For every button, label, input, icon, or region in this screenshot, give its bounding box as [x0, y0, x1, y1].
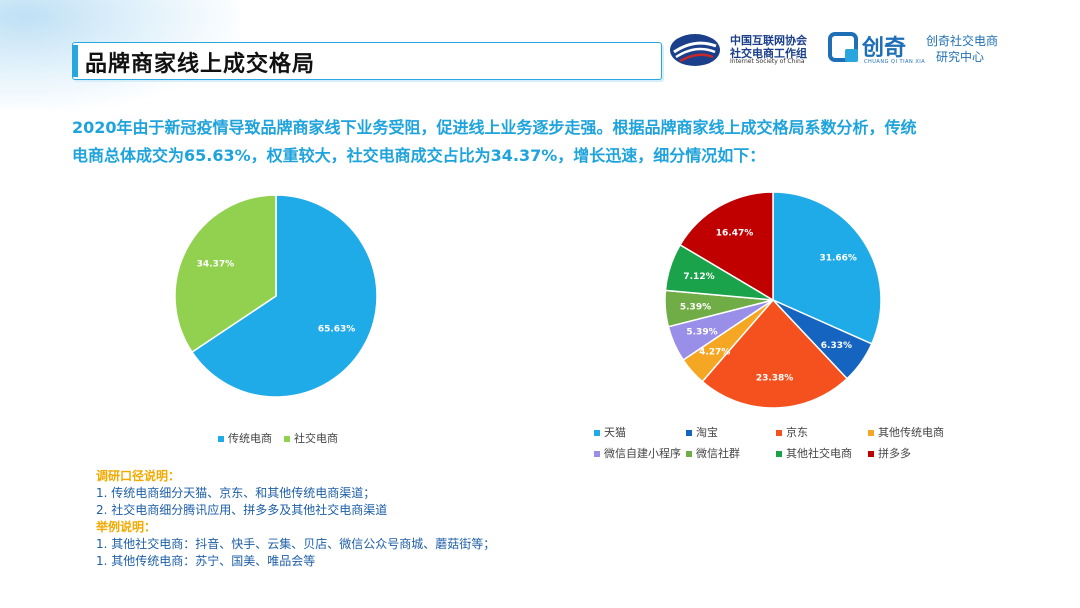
pie1-legend-label-0: 传统电商 — [228, 431, 272, 445]
logo1-line1: 中国互联网协会 — [730, 34, 807, 47]
example-item-2: 1. 其他传统电商：苏宁、国美、唯品会等 — [96, 554, 316, 568]
pie2-legend-swatch-7 — [868, 451, 874, 457]
chuangqi-emblem-icon — [828, 32, 858, 62]
pie2-legend-label-0: 天猫 — [604, 426, 626, 439]
pie2-legend-label-1: 淘宝 — [696, 425, 718, 439]
pie2-legend-label-6: 其他社交电商 — [786, 446, 852, 460]
survey-item-2: 2. 社交电商细分腾讯应用、拼多多及其他社交电商渠道 — [96, 503, 388, 517]
pie2-data-label-4: 5.39% — [686, 328, 717, 338]
notes-section: 调研口径说明： 1. 传统电商细分天猫、京东、和其他传统电商渠道； 2. 社交电… — [96, 468, 495, 570]
survey-heading: 调研口径说明： — [96, 469, 181, 483]
pie2-data-label-6: 7.12% — [683, 272, 714, 282]
pie1-data-label-0: 65.63% — [318, 324, 356, 334]
survey-item-1: 1. 传统电商细分天猫、京东、和其他传统电商渠道； — [96, 486, 376, 500]
logo2-caption-line2: 研究中心 — [936, 50, 985, 64]
chuangqi-logo: 创奇 CHUANG QI TIAN XIA 创奇社交电商 研究中心 — [828, 30, 1008, 70]
pie2-legend-swatch-2 — [776, 430, 782, 436]
pie1-slice-0 — [190, 194, 378, 398]
internet-society-emblem-icon — [670, 34, 720, 66]
pie2-data-label-1: 6.33% — [821, 341, 852, 351]
intro-line1: 2020年由于新冠疫情导致品牌商家线下业务受阻，促进线上业务逐步走强。根据品牌商… — [72, 118, 917, 137]
pie2-slice-0 — [772, 191, 882, 345]
pie1-legend-swatch-1 — [284, 436, 290, 442]
intro-paragraph: 2020年由于新冠疫情导致品牌商家线下业务受阻，促进线上业务逐步走强。根据品牌商… — [72, 114, 1022, 170]
logo2-brand-sub: CHUANG QI TIAN XIA — [864, 59, 926, 65]
intro-line2: 电商总体成交为65.63%，权重较大，社交电商成交占比为34.37%，增长迅速，… — [72, 146, 766, 165]
pie2-legend-label-7: 拼多多 — [878, 446, 911, 460]
logo1-line3: Internet Society of China — [730, 58, 805, 65]
pie2-legend-swatch-4 — [594, 451, 600, 457]
example-item-1: 1. 其他社交电商：抖音、快手、云集、贝店、微信公众号商城、蘑菇街等； — [96, 537, 496, 551]
pie1-legend-label-1: 社交电商 — [294, 431, 338, 445]
logo2-caption-line1: 创奇社交电商 — [926, 34, 999, 48]
pie2-legend-label-4: 微信自建小程序 — [604, 446, 681, 460]
pie2-legend-swatch-0 — [594, 430, 600, 436]
pie2-legend-label-2: 京东 — [786, 425, 808, 439]
pie2-legend-swatch-3 — [868, 430, 874, 436]
pie1-legend-swatch-0 — [218, 436, 224, 442]
pie1-slice-1 — [174, 194, 277, 354]
internet-society-logo: 中国互联网协会 社交电商工作组 Internet Society of Chin… — [668, 30, 818, 70]
pie2-data-label-0: 31.66% — [819, 254, 857, 264]
pie2-data-label-2: 23.38% — [756, 374, 794, 384]
logo2-brand: 创奇 — [862, 36, 907, 61]
pie2-slice-2 — [701, 298, 849, 409]
pie2-data-label-5: 5.39% — [680, 302, 711, 312]
pie2-data-label-3: 4.27% — [699, 347, 730, 357]
pie2-data-label-7: 16.47% — [716, 228, 754, 238]
pie2-slice-7 — [679, 191, 774, 302]
title-accent — [73, 45, 78, 77]
pie2-legend-swatch-6 — [776, 451, 782, 457]
logo1-line2: 社交电商工作组 — [730, 47, 807, 60]
pie2-legend-swatch-1 — [686, 430, 692, 436]
page-title: 品牌商家线上成交格局 — [85, 52, 316, 77]
pie2-legend-swatch-5 — [686, 451, 692, 457]
example-heading: 举例说明： — [96, 520, 157, 534]
pie1-data-label-1: 34.37% — [197, 260, 235, 270]
pie2-legend-label-5: 微信社群 — [696, 446, 740, 460]
title-bar: 品牌商家线上成交格局 — [72, 42, 662, 80]
pie2-legend-label-3: 其他传统电商 — [878, 425, 944, 439]
